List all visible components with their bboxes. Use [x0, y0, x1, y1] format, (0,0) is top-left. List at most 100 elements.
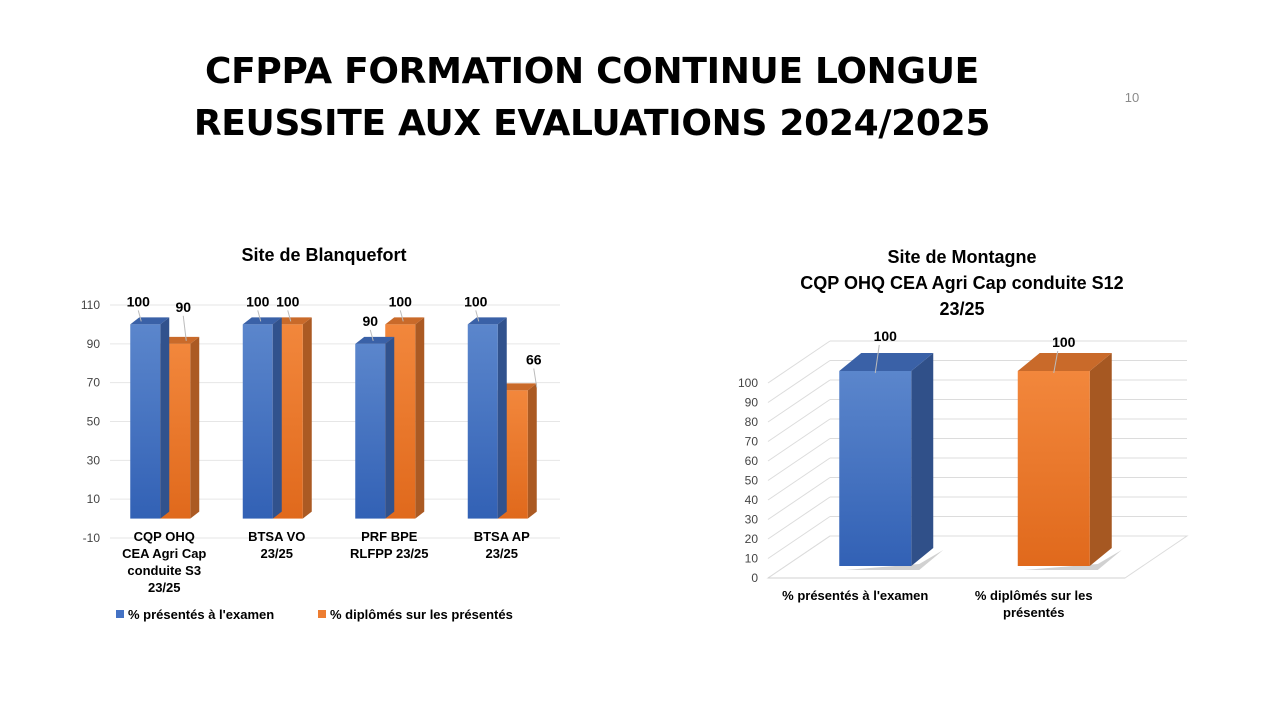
chart2-bar-diplomes	[1017, 371, 1090, 566]
chart2-floor	[766, 535, 1189, 579]
chart2-y-tick-label: 40	[745, 493, 759, 507]
chart2-bar-top	[839, 353, 934, 371]
chart1-category-label: RLFPP 23/25	[350, 546, 429, 561]
chart1-data-label: 100	[276, 293, 300, 309]
chart1-bar-presentes	[355, 343, 386, 519]
chart2-side-gridline	[767, 477, 831, 520]
chart1-bar-top	[385, 317, 425, 325]
chart2-bar-side	[1089, 353, 1112, 566]
chart1-bar-top	[467, 317, 507, 325]
chart1-bar-top	[497, 383, 537, 391]
chart1-legend-label: % diplômés sur les présentés	[330, 607, 513, 622]
chart2-bar-shadow	[1023, 550, 1122, 570]
chart1-data-leader	[137, 310, 142, 322]
chart1-category-label: BTSA AP	[474, 529, 530, 544]
chart1-category-label: 23/25	[148, 580, 181, 595]
chart1-category-label: 23/25	[260, 546, 293, 561]
chart1-category-label: conduite S3	[127, 563, 201, 578]
chart1-data-label: 66	[526, 351, 542, 367]
chart1-bar-presentes	[130, 324, 161, 519]
slide-title: CFPPA FORMATION CONTINUE LONGUE REUSSITE…	[150, 46, 1034, 150]
chart1-data-label: 100	[127, 293, 151, 309]
chart1-bar-top	[272, 317, 312, 325]
chart2-data-leader	[1053, 350, 1059, 374]
chart1-bar-top	[160, 336, 200, 344]
chart1-data-label: 100	[464, 293, 488, 309]
chart1-bar-top	[242, 317, 282, 325]
chart1-legend-swatch-diplomes	[318, 610, 326, 618]
chart2-category-label: % présentés à l'examen	[782, 588, 928, 603]
chart2-data-label: 100	[1052, 334, 1076, 350]
chart1-y-tick-label: 30	[87, 453, 101, 467]
chart1-data-leader	[182, 315, 187, 341]
chart1-category-label: PRF BPE	[361, 529, 418, 544]
chart2-y-tick-label: 100	[738, 376, 758, 390]
chart2-title-line: 23/25	[939, 299, 984, 319]
chart1-y-tick-label: 50	[87, 415, 101, 429]
chart2-side-gridline	[767, 399, 831, 442]
chart1-data-leader	[287, 310, 292, 322]
slide-title-line-2: REUSSITE AUX EVALUATIONS 2024/2025	[193, 103, 991, 144]
chart1-title: Site de Blanquefort	[241, 245, 406, 265]
chart1-y-tick-label: -10	[83, 531, 101, 545]
chart2-data-label: 100	[874, 328, 898, 344]
chart2-side-gridline	[767, 418, 831, 462]
chart2-y-tick-label: 50	[745, 474, 759, 488]
chart1-bar-presentes	[467, 324, 498, 519]
chart1-bar-side	[160, 317, 170, 519]
chart2-category-label: présentés	[1003, 605, 1064, 620]
chart1-bar-side	[385, 336, 395, 519]
chart1-bar-presentes	[242, 324, 273, 519]
chart2-y-tick-label: 20	[745, 532, 759, 546]
chart2-side-gridline	[767, 457, 831, 501]
chart1-data-leader	[475, 310, 480, 322]
chart1-bar-side	[190, 336, 200, 519]
chart1-category-label: CEA Agri Cap	[122, 546, 206, 561]
chart1-category-label: CQP OHQ	[134, 529, 195, 544]
chart1-data-leader	[399, 310, 404, 322]
chart1-bar-top	[355, 336, 395, 344]
chart2-side-gridline	[767, 496, 831, 540]
chart2-y-tick-label: 80	[745, 415, 759, 429]
chart1-data-leader	[369, 329, 374, 341]
chart1-bar-side	[527, 383, 537, 519]
chart2-side-gridline	[767, 360, 831, 403]
chart2-title-line: Site de Montagne	[887, 247, 1036, 267]
chart2-data-leader	[874, 344, 880, 374]
chart1-category-label: 23/25	[485, 546, 518, 561]
chart2-y-tick-label: 70	[745, 435, 759, 449]
slide-title-line-1: CFPPA FORMATION CONTINUE LONGUE	[205, 51, 979, 92]
chart2-y-tick-label: 60	[745, 454, 759, 468]
chart2-bar-shadow	[845, 550, 944, 570]
chart1-bar-side	[415, 317, 425, 519]
chart1-bar-side	[497, 317, 507, 519]
chart2-bar-top	[1017, 353, 1112, 371]
chart1-bar-top	[130, 317, 170, 325]
chart1-legend-label: % présentés à l'examen	[128, 607, 274, 622]
chart1-data-label: 100	[246, 293, 270, 309]
page-number: 10	[1124, 90, 1140, 105]
chart1-data-leader	[533, 368, 538, 388]
chart2-category-label: % diplômés sur les	[975, 588, 1093, 603]
chart1-category-label: BTSA VO	[248, 529, 305, 544]
chart1-y-tick-label: 10	[87, 492, 101, 506]
chart2-y-tick-label: 10	[745, 552, 759, 566]
chart1-y-tick-label: 110	[81, 298, 100, 312]
chart2-bar-presentes	[839, 371, 912, 566]
chart2-y-tick-label: 90	[745, 396, 759, 410]
chart2-side-gridline	[767, 340, 831, 384]
chart1-bar-side	[272, 317, 282, 519]
chart1-data-label: 100	[389, 293, 413, 309]
chart1-data-label: 90	[362, 313, 378, 329]
chart2-side-gridline	[767, 535, 831, 579]
chart1-legend-swatch-presentes	[116, 610, 124, 618]
chart2-y-tick-label: 0	[751, 571, 758, 585]
chart2-side-gridline	[767, 379, 831, 423]
chart2-side-gridline	[767, 438, 831, 481]
chart1-y-tick-label: 90	[87, 337, 101, 351]
chart1-data-leader	[257, 310, 262, 322]
chart1-data-label: 90	[175, 299, 191, 315]
chart2-side-gridline	[767, 516, 831, 559]
